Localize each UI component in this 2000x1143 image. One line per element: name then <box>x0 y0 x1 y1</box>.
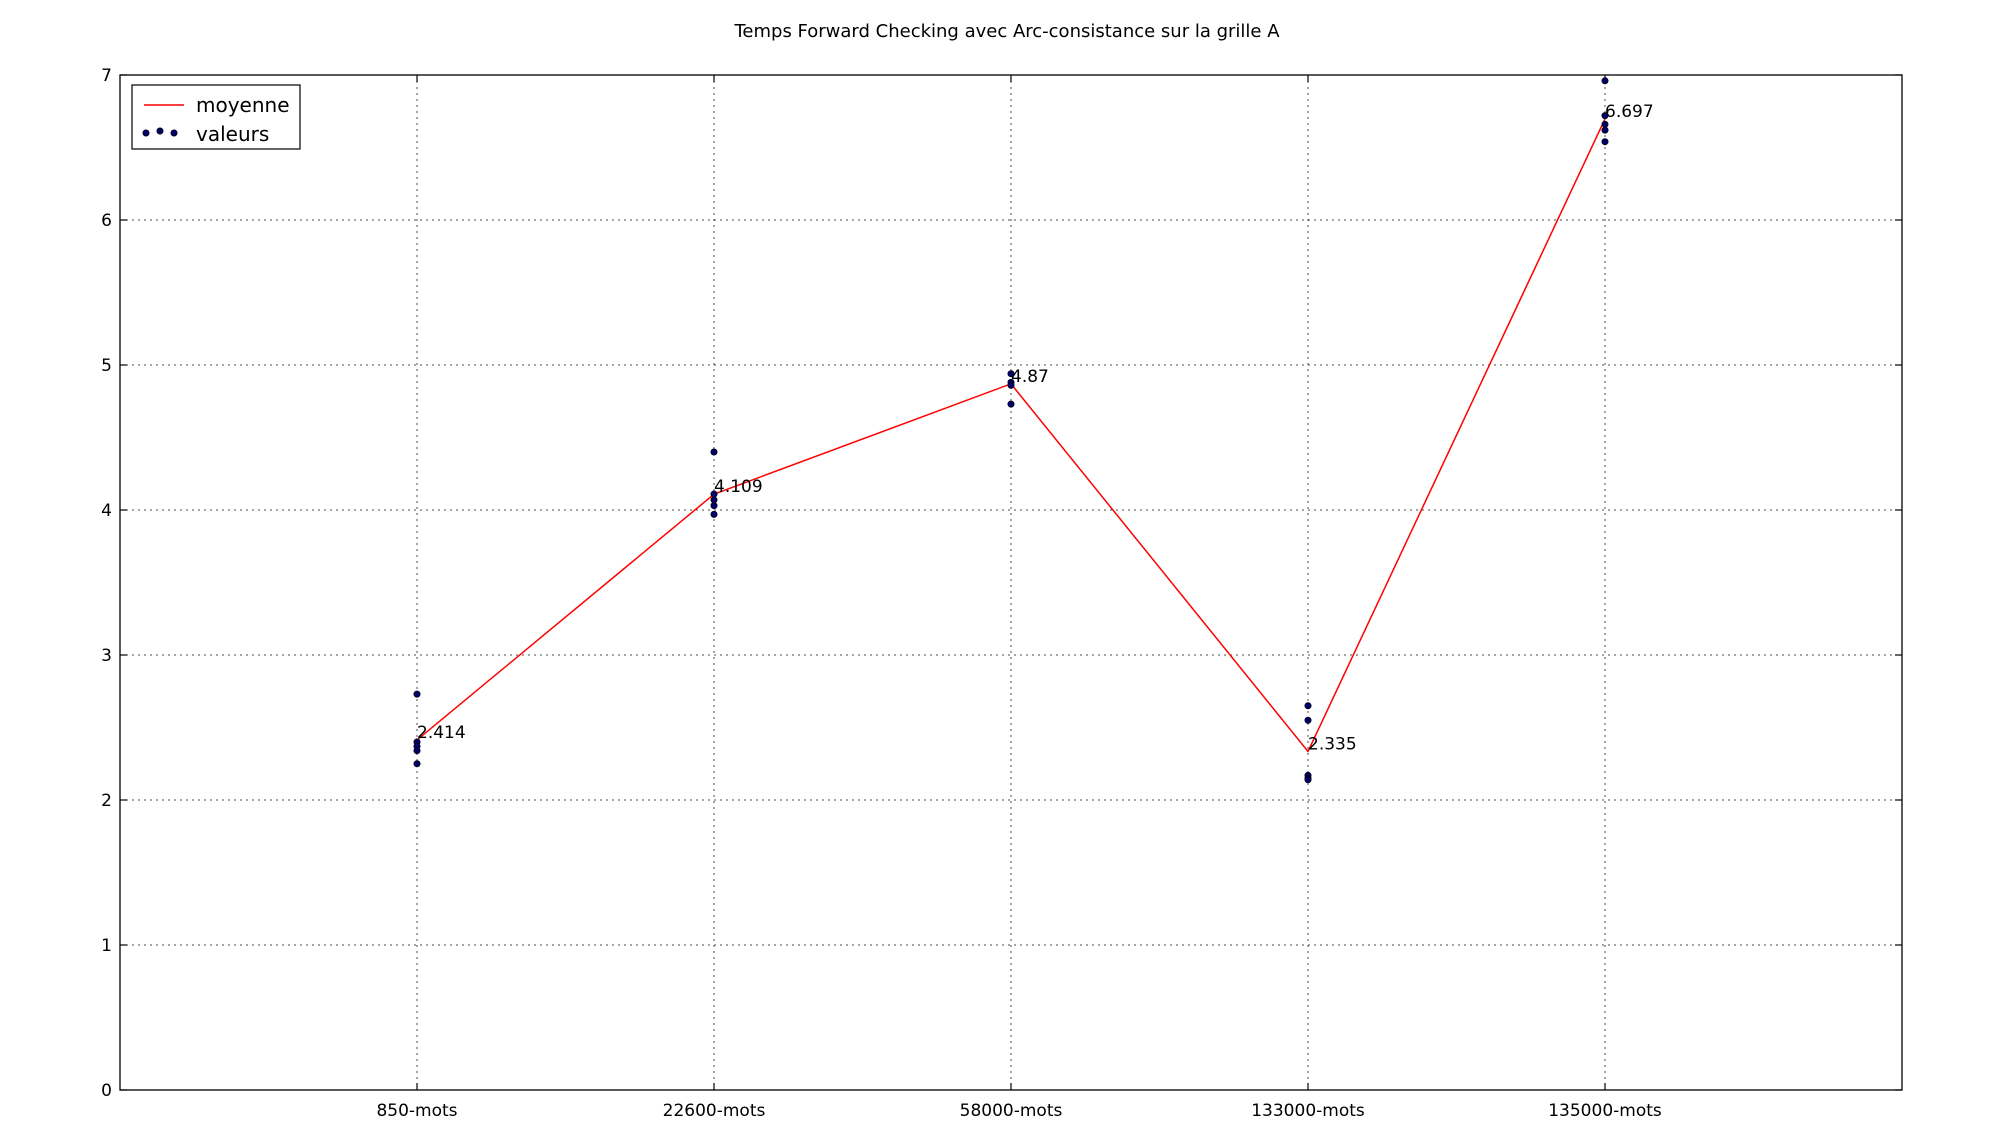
value-point <box>413 747 421 755</box>
x-tick-label: 133000-mots <box>1251 1101 1365 1121</box>
y-tick-label: 7 <box>101 66 112 86</box>
mean-label: 2.414 <box>417 723 466 743</box>
value-point <box>1007 400 1015 408</box>
value-point <box>413 760 421 768</box>
value-point <box>710 502 718 510</box>
x-tick-label: 58000-mots <box>960 1101 1063 1121</box>
value-point <box>1007 370 1015 378</box>
value-point <box>1601 126 1609 134</box>
y-tick-label: 1 <box>101 936 112 956</box>
mean-label: 6.697 <box>1605 102 1654 122</box>
mean-label: 2.335 <box>1308 734 1357 754</box>
legend-point-swatch <box>156 127 164 135</box>
value-point <box>710 496 718 504</box>
value-point <box>710 510 718 518</box>
value-point <box>1304 716 1312 724</box>
value-point <box>1601 138 1609 146</box>
x-tick-label: 850-mots <box>376 1101 457 1121</box>
mean-label: 4.87 <box>1011 367 1049 387</box>
value-point <box>1304 776 1312 784</box>
legend-label-valeurs: valeurs <box>196 122 269 146</box>
y-tick-label: 5 <box>101 356 112 376</box>
y-tick-label: 0 <box>101 1081 112 1101</box>
value-point <box>1007 381 1015 389</box>
chart-title: Temps Forward Checking avec Arc-consista… <box>733 21 1280 42</box>
legend-point-swatch <box>142 129 150 137</box>
grid-lines <box>120 75 1902 1090</box>
x-tick-label: 22600-mots <box>663 1101 766 1121</box>
mean-label: 4.109 <box>714 477 763 497</box>
plot-frame <box>119 74 1903 1091</box>
value-point <box>1601 112 1609 120</box>
series: 2.414 4.109 4.87 2.335 6.697 <box>413 77 1654 784</box>
value-point <box>710 448 718 456</box>
legend-label-moyenne: moyenne <box>196 93 290 117</box>
legend-point-swatch <box>170 129 178 137</box>
value-point <box>1601 77 1609 85</box>
x-tick-label: 135000-mots <box>1548 1101 1662 1121</box>
y-tick-label: 4 <box>101 501 112 521</box>
axes: 0 1 2 3 4 5 6 7 850-mots 22600-mots 58000-mots 1330… <box>101 66 1903 1121</box>
value-point <box>1601 120 1609 128</box>
legend-box <box>131 84 301 150</box>
y-tick-label: 6 <box>101 211 112 231</box>
value-point <box>1304 702 1312 710</box>
legend: moyenne valeurs <box>131 84 301 150</box>
y-tick-label: 3 <box>101 646 112 666</box>
value-point <box>413 690 421 698</box>
y-tick-label: 2 <box>101 791 112 811</box>
